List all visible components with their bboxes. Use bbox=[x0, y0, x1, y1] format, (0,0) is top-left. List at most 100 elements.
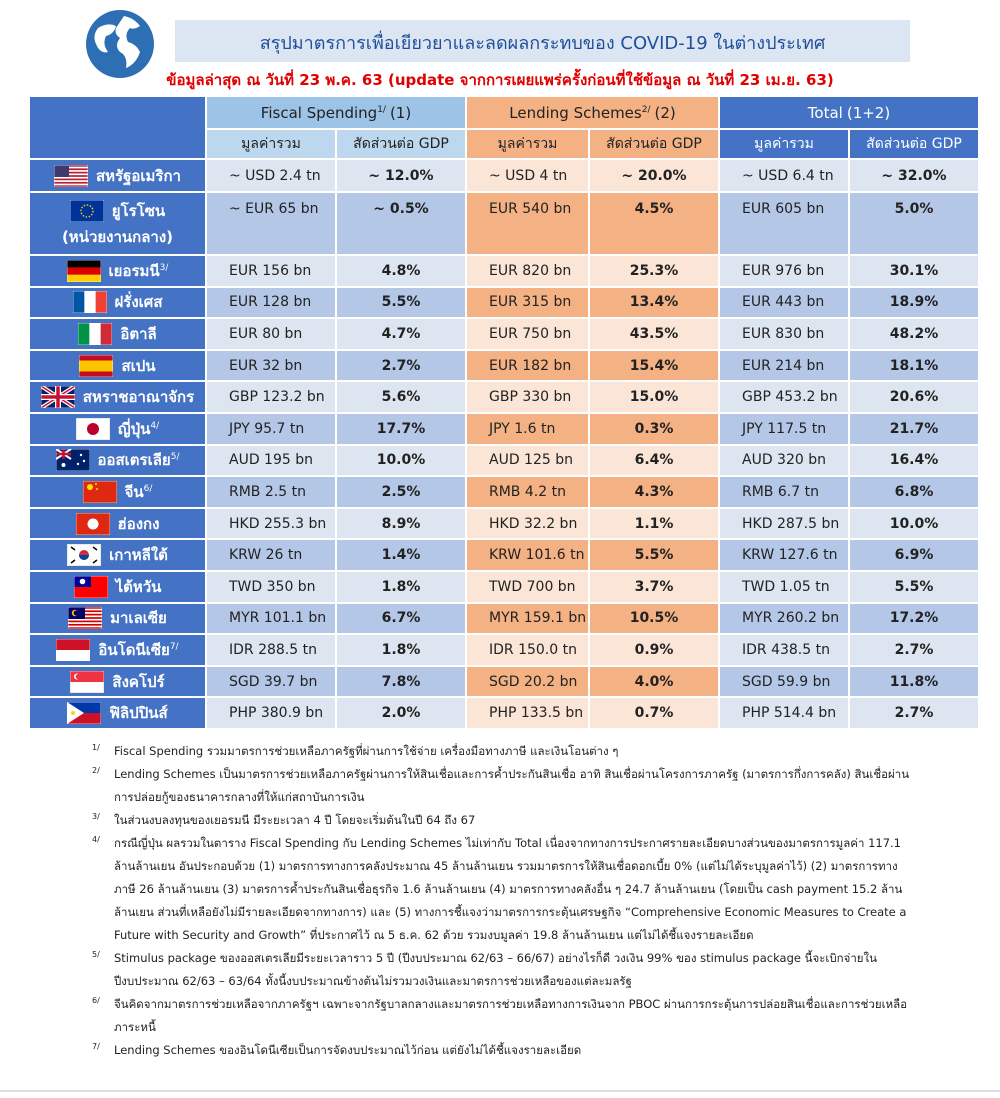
value-cell: 4.8% bbox=[337, 256, 467, 288]
country-line: จีน6/ bbox=[82, 480, 152, 504]
footnote: 6/จีนคิดจากมาตรการช่วยเหลือจากภาครัฐฯ เฉ… bbox=[92, 993, 912, 1039]
value-cell: EUR 443 bn bbox=[720, 287, 850, 320]
value-cell: 2.0% bbox=[337, 698, 467, 730]
value-cell: EUR 820 bn bbox=[467, 256, 590, 288]
value-cell: 15.0% bbox=[590, 382, 720, 414]
group-name: Total bbox=[807, 103, 843, 122]
country-line: สเปน bbox=[79, 354, 156, 378]
country-name: เกาหลีใต้ bbox=[109, 546, 168, 565]
country-cell: ออสเตรเลีย5/ bbox=[30, 445, 207, 478]
country-line: สิงคโปร์ bbox=[70, 670, 165, 694]
footnote-text: Stimulus package ของออสเตรเลียมีระยะเวลา… bbox=[114, 951, 878, 988]
corner-cell bbox=[30, 97, 207, 160]
footnote-mark: 1/ bbox=[92, 743, 100, 752]
country-cell: อิตาลี bbox=[30, 319, 207, 351]
group-name: Fiscal Spending1/ bbox=[260, 103, 386, 122]
flag bbox=[68, 607, 103, 630]
footnote-mark: 3/ bbox=[92, 812, 100, 821]
value-cell: 1.8% bbox=[337, 635, 467, 667]
column-header: สัดส่วนต่อ GDP bbox=[590, 130, 720, 160]
value-cell: 1.1% bbox=[590, 508, 720, 541]
note-mark: 2/ bbox=[641, 104, 651, 115]
country-name: อินโดนีเซีย7/ bbox=[98, 640, 179, 659]
country-name-line2: (หน่วยงานกลาง) bbox=[61, 227, 174, 246]
country-line: สหรัฐอเมริกา bbox=[54, 164, 181, 188]
footnote: 5/Stimulus package ของออสเตรเลียมีระยะเว… bbox=[92, 947, 912, 993]
value-cell: GBP 330 bn bbox=[467, 382, 590, 414]
country-name: ฮ่องกง bbox=[117, 514, 160, 533]
value-cell: KRW 26 tn bbox=[207, 540, 337, 572]
value-cell: EUR 32 bn bbox=[207, 350, 337, 383]
group-tail: (1+2) bbox=[846, 103, 891, 122]
country-cell: อินโดนีเซีย7/ bbox=[30, 635, 207, 667]
country-cell: มาเลเซีย bbox=[30, 603, 207, 636]
value-cell: EUR 605 bn bbox=[720, 193, 850, 256]
country-cell: ฮ่องกง bbox=[30, 508, 207, 541]
country-line: ฮ่องกง bbox=[75, 512, 160, 536]
value-cell: IDR 438.5 tn bbox=[720, 635, 850, 667]
footnote: 4/กรณีญี่ปุ่น ผลรวมในตาราง Fiscal Spendi… bbox=[92, 832, 912, 947]
flag bbox=[67, 544, 102, 567]
country-name: มาเลเซีย bbox=[110, 609, 167, 628]
value-cell: EUR 976 bn bbox=[720, 256, 850, 288]
value-cell: 0.7% bbox=[590, 698, 720, 730]
value-cell: 17.2% bbox=[850, 603, 980, 636]
footnote: 7/Lending Schemes ของอินโดนีเซียเป็นการจ… bbox=[92, 1039, 912, 1062]
value-cell: GBP 123.2 bn bbox=[207, 382, 337, 414]
value-cell: MYR 260.2 bn bbox=[720, 603, 850, 636]
value-cell: 4.5% bbox=[590, 193, 720, 256]
value-cell: 0.9% bbox=[590, 635, 720, 667]
value-cell: 11.8% bbox=[850, 666, 980, 699]
country-cell: ยูโรโซน (หน่วยงานกลาง) bbox=[30, 193, 207, 256]
value-cell: 8.9% bbox=[337, 508, 467, 541]
value-cell: 48.2% bbox=[850, 319, 980, 351]
flag bbox=[73, 575, 108, 598]
note-mark: 3/ bbox=[159, 262, 169, 273]
value-cell: 2.7% bbox=[850, 635, 980, 667]
value-cell: 16.4% bbox=[850, 445, 980, 478]
footnote: 1/Fiscal Spending รวมมาตรการช่วยเหลือภาค… bbox=[92, 740, 912, 763]
footnote: 2/Lending Schemes เป็นมาตรการช่วยเหลือภา… bbox=[92, 763, 912, 809]
value-cell: AUD 320 bn bbox=[720, 445, 850, 478]
value-cell: 6.4% bbox=[590, 445, 720, 478]
country-name: สหรัฐอเมริกา bbox=[96, 166, 181, 185]
value-cell: EUR 750 bn bbox=[467, 319, 590, 351]
value-cell: 1.4% bbox=[337, 540, 467, 572]
country-line: อิตาลี bbox=[78, 322, 157, 346]
value-cell: 6.8% bbox=[850, 477, 980, 509]
country-name: ฝรั่งเศส bbox=[114, 293, 163, 312]
flag bbox=[54, 164, 89, 187]
value-cell: IDR 288.5 tn bbox=[207, 635, 337, 667]
value-cell: EUR 128 bn bbox=[207, 287, 337, 320]
flag bbox=[55, 449, 90, 472]
globe-icon bbox=[86, 10, 154, 78]
country-line: ฝรั่งเศส bbox=[72, 290, 163, 314]
note-mark: 7/ bbox=[169, 641, 179, 652]
value-cell: 21.7% bbox=[850, 413, 980, 446]
flag bbox=[75, 417, 110, 440]
value-cell: JPY 1.6 tn bbox=[467, 413, 590, 446]
flag bbox=[72, 291, 107, 314]
country-cell: ไต้หวัน bbox=[30, 571, 207, 604]
footnote: 3/ในส่วนงบลงทุนของเยอรมนี มีระยะเวลา 4 ป… bbox=[92, 809, 912, 832]
country-name: สเปน bbox=[121, 356, 156, 375]
column-header: มูลค่ารวม bbox=[720, 130, 850, 160]
value-cell: 5.6% bbox=[337, 382, 467, 414]
country-cell: สหราชอาณาจักร bbox=[30, 382, 207, 414]
value-cell: TWD 1.05 tn bbox=[720, 571, 850, 604]
country-cell: ฟิลิปปินส์ bbox=[30, 698, 207, 730]
country-line: ฟิลิปปินส์ bbox=[67, 701, 168, 725]
value-cell: IDR 150.0 tn bbox=[467, 635, 590, 667]
value-cell: SGD 59.9 bn bbox=[720, 666, 850, 699]
value-cell: TWD 700 bn bbox=[467, 571, 590, 604]
footnote-text: Lending Schemes ของอินโดนีเซียเป็นการจัด… bbox=[114, 1043, 582, 1057]
title-banner bbox=[175, 20, 910, 62]
value-cell: PHP 380.9 bn bbox=[207, 698, 337, 730]
value-cell: EUR 315 bn bbox=[467, 287, 590, 320]
value-cell: ~ 0.5% bbox=[337, 193, 467, 256]
value-cell: 3.7% bbox=[590, 571, 720, 604]
footnote-mark: 6/ bbox=[92, 996, 100, 1005]
value-cell: AUD 125 bn bbox=[467, 445, 590, 478]
value-cell: EUR 156 bn bbox=[207, 256, 337, 288]
